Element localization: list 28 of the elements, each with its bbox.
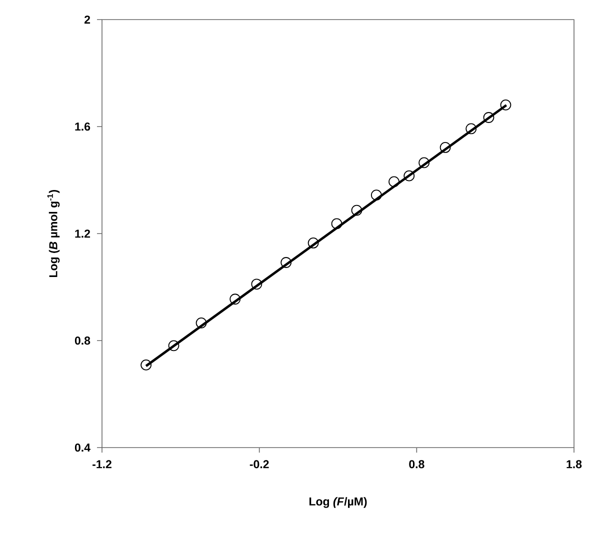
y-tick-label: 1.2 <box>75 230 90 238</box>
point <box>196 317 207 328</box>
y-tick-label: 0.8 <box>74 336 90 345</box>
point <box>280 257 292 268</box>
point <box>483 112 494 123</box>
point <box>230 294 241 305</box>
point <box>440 142 451 153</box>
y-tick-label: 1.6 <box>75 122 90 131</box>
point <box>140 359 152 370</box>
point <box>251 278 262 290</box>
y-axis-title: Log (B µmol g$^{-1}$) <box>47 190 60 278</box>
point <box>308 238 319 248</box>
point <box>418 157 430 168</box>
point <box>168 340 180 352</box>
x-tick-label: -0.2 <box>250 460 269 468</box>
x-tick-label: 0.8 <box>409 460 424 468</box>
point <box>500 99 512 110</box>
point <box>351 204 362 216</box>
point <box>331 218 342 230</box>
point <box>466 123 477 134</box>
y-tick-label: 0.4 <box>74 444 90 452</box>
x-axis-title: Log (F/µM) <box>309 497 367 508</box>
x-tick-label: -1.2 <box>92 460 112 468</box>
point <box>388 176 400 188</box>
y-tick-label: 2 <box>84 16 90 24</box>
point <box>370 190 382 201</box>
point <box>404 170 415 182</box>
x-tick-label: 1.8 <box>566 460 582 468</box>
